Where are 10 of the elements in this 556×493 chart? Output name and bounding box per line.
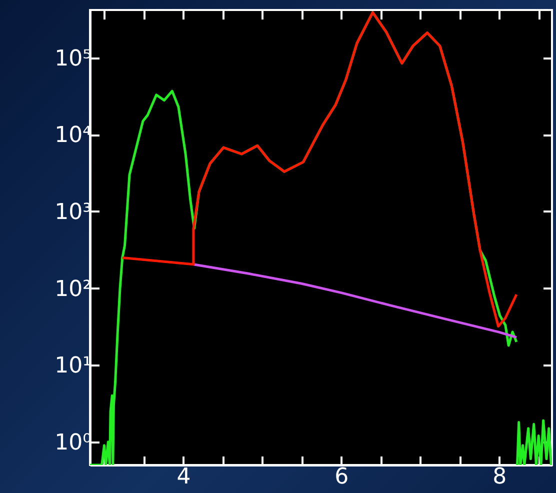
x-tick-label: 8 <box>492 464 507 490</box>
line-series <box>192 263 518 339</box>
y-tick-label: 10² <box>54 276 92 302</box>
y-tick-label: 10⁴ <box>54 123 92 148</box>
x-tick-label: 4 <box>176 464 191 490</box>
y-tick-label: 10⁵ <box>54 46 92 72</box>
y-tick-label: 10³ <box>54 200 92 225</box>
y-tick-label: 10¹ <box>54 354 92 379</box>
x-tick-label: 6 <box>334 464 349 490</box>
line-series <box>121 11 518 328</box>
